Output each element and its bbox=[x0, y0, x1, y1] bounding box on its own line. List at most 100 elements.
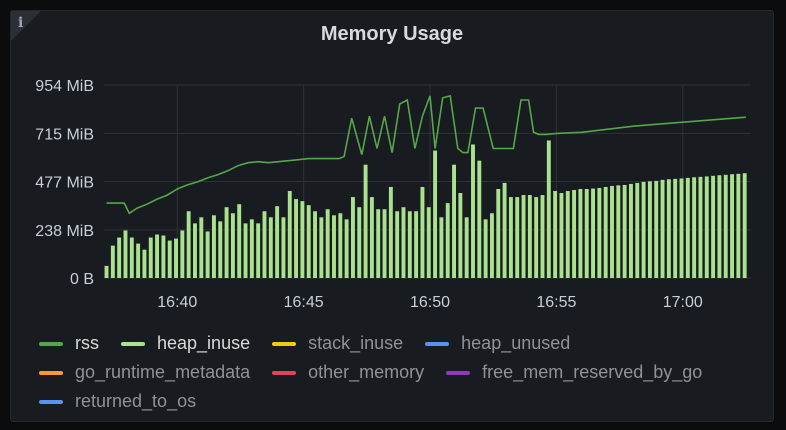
heap-inuse-bar[interactable] bbox=[685, 177, 690, 278]
heap-inuse-bar[interactable] bbox=[452, 164, 456, 278]
legend-item-free-mem-reserved-by-go[interactable]: free_mem_reserved_by_go bbox=[446, 362, 702, 383]
heap-inuse-bar[interactable] bbox=[237, 204, 242, 278]
heap-inuse-bar[interactable] bbox=[471, 144, 475, 278]
heap-inuse-bar[interactable] bbox=[445, 203, 450, 278]
heap-inuse-bar[interactable] bbox=[534, 197, 539, 278]
info-icon[interactable]: i bbox=[18, 15, 24, 31]
heap-inuse-bar[interactable] bbox=[376, 209, 381, 278]
heap-inuse-bar[interactable] bbox=[268, 217, 273, 278]
heap-inuse-bar[interactable] bbox=[591, 188, 595, 278]
heap-inuse-bar[interactable] bbox=[300, 201, 305, 278]
rss-line[interactable] bbox=[106, 94, 746, 215]
heap-inuse-bar[interactable] bbox=[603, 186, 608, 278]
heap-inuse-bar[interactable] bbox=[622, 184, 627, 278]
heap-inuse-bar[interactable] bbox=[439, 217, 444, 278]
heap-inuse-bar[interactable] bbox=[369, 197, 374, 278]
heap-inuse-bar[interactable] bbox=[319, 217, 324, 278]
heap-inuse-bar[interactable] bbox=[407, 211, 412, 278]
heap-inuse-bar[interactable] bbox=[515, 197, 520, 278]
heap-inuse-bar[interactable] bbox=[243, 223, 248, 278]
heap-inuse-bar[interactable] bbox=[281, 217, 286, 278]
heap-inuse-bar[interactable] bbox=[641, 181, 646, 278]
heap-inuse-bar[interactable] bbox=[578, 188, 583, 278]
heap-inuse-bar[interactable] bbox=[426, 207, 431, 278]
heap-inuse-bar[interactable] bbox=[325, 209, 330, 278]
heap-inuse-bar[interactable] bbox=[572, 189, 577, 278]
heap-inuse-bar[interactable] bbox=[711, 175, 716, 278]
heap-inuse-bar[interactable] bbox=[502, 182, 507, 278]
heap-inuse-bar[interactable] bbox=[742, 173, 747, 278]
heap-inuse-bar[interactable] bbox=[205, 231, 210, 278]
heap-inuse-bar[interactable] bbox=[363, 164, 368, 278]
heap-inuse-bar[interactable] bbox=[275, 206, 280, 278]
heap-inuse-bar[interactable] bbox=[110, 245, 115, 278]
heap-inuse-bar[interactable] bbox=[654, 180, 659, 278]
heap-inuse-bar[interactable] bbox=[142, 249, 147, 278]
heap-inuse-bar[interactable] bbox=[167, 240, 172, 278]
heap-inuse-bar[interactable] bbox=[458, 193, 463, 278]
heap-inuse-bar[interactable] bbox=[521, 195, 526, 278]
heap-inuse-bar[interactable] bbox=[692, 177, 697, 278]
heap-inuse-bar[interactable] bbox=[489, 213, 494, 278]
heap-inuse-bar[interactable] bbox=[433, 150, 438, 278]
heap-inuse-bar[interactable] bbox=[553, 191, 558, 278]
heap-inuse-bar[interactable] bbox=[723, 174, 728, 278]
heap-inuse-bar[interactable] bbox=[616, 185, 621, 278]
heap-inuse-bar[interactable] bbox=[464, 217, 469, 278]
heap-inuse-bar[interactable] bbox=[294, 199, 299, 278]
heap-inuse-bar[interactable] bbox=[698, 176, 703, 278]
heap-inuse-bar[interactable] bbox=[262, 211, 267, 278]
heap-inuse-bar[interactable] bbox=[508, 197, 513, 278]
legend-item-stack-inuse[interactable]: stack_inuse bbox=[272, 333, 403, 354]
heap-inuse-bar[interactable] bbox=[610, 185, 614, 278]
heap-inuse-bar[interactable] bbox=[540, 195, 545, 278]
heap-inuse-bar[interactable] bbox=[155, 234, 160, 278]
panel-title[interactable]: Memory Usage bbox=[320, 23, 464, 45]
heap-inuse-bar[interactable] bbox=[350, 197, 355, 278]
heap-inuse-bar[interactable] bbox=[546, 140, 551, 278]
heap-inuse-bar[interactable] bbox=[660, 179, 665, 278]
heap-inuse-bar[interactable] bbox=[414, 211, 419, 278]
heap-inuse-bar[interactable] bbox=[736, 173, 741, 278]
heap-inuse-bar[interactable] bbox=[117, 237, 122, 278]
heap-inuse-bar[interactable] bbox=[559, 193, 564, 278]
heap-inuse-bar[interactable] bbox=[647, 181, 652, 278]
heap-inuse-bar[interactable] bbox=[666, 179, 671, 278]
heap-inuse-bar[interactable] bbox=[148, 237, 153, 278]
heap-inuse-bar[interactable] bbox=[306, 205, 311, 278]
heap-inuse-bar[interactable] bbox=[313, 211, 317, 278]
heap-inuse-bar[interactable] bbox=[104, 265, 109, 278]
heap-inuse-bar[interactable] bbox=[730, 174, 735, 278]
legend-item-other-memory[interactable]: other_memory bbox=[272, 362, 424, 383]
heap-inuse-bar[interactable] bbox=[628, 183, 633, 278]
heap-inuse-bar[interactable] bbox=[123, 230, 128, 278]
heap-inuse-bar[interactable] bbox=[211, 215, 216, 278]
heap-inuse-bar[interactable] bbox=[597, 187, 602, 278]
heap-inuse-bar[interactable] bbox=[635, 182, 640, 278]
heap-inuse-bar[interactable] bbox=[218, 221, 223, 278]
heap-inuse-bar[interactable] bbox=[679, 178, 684, 278]
heap-inuse-bar[interactable] bbox=[180, 230, 185, 278]
heap-inuse-bar[interactable] bbox=[395, 211, 400, 278]
legend-item-rss[interactable]: rss bbox=[39, 333, 99, 354]
heap-inuse-bar[interactable] bbox=[565, 191, 570, 278]
heap-inuse-bar[interactable] bbox=[193, 223, 197, 278]
heap-inuse-bar[interactable] bbox=[382, 209, 387, 278]
heap-inuse-bar[interactable] bbox=[401, 207, 406, 278]
heap-inuse-bar[interactable] bbox=[136, 243, 141, 278]
heap-inuse-bar[interactable] bbox=[704, 176, 709, 278]
heap-inuse-bar[interactable] bbox=[496, 188, 501, 278]
heap-inuse-bar[interactable] bbox=[230, 213, 235, 278]
heap-inuse-bar[interactable] bbox=[717, 175, 722, 278]
heap-inuse-bar[interactable] bbox=[129, 237, 134, 278]
heap-inuse-bar[interactable] bbox=[420, 186, 425, 278]
heap-inuse-bar[interactable] bbox=[224, 207, 229, 278]
legend-item-heap-unused[interactable]: heap_unused bbox=[425, 333, 570, 354]
heap-inuse-bar[interactable] bbox=[174, 238, 178, 278]
legend-item-heap-inuse[interactable]: heap_inuse bbox=[121, 333, 250, 354]
heap-inuse-bar[interactable] bbox=[199, 217, 204, 278]
heap-inuse-bar[interactable] bbox=[483, 219, 488, 278]
heap-inuse-bar[interactable] bbox=[287, 191, 292, 278]
heap-inuse-bar[interactable] bbox=[338, 213, 343, 278]
